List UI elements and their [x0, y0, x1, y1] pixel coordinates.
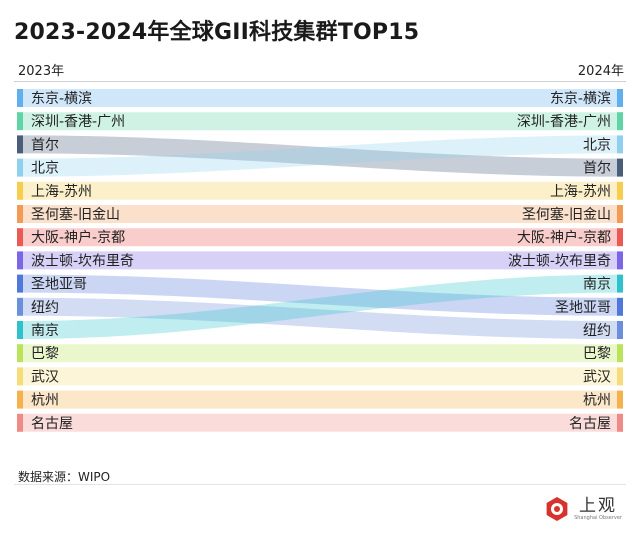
- label-2023-5: 圣何塞-旧金山: [31, 206, 120, 223]
- marker-2024-9: [617, 321, 623, 339]
- marker-2023-6: [17, 228, 23, 247]
- data-source: 数据来源：WIPO: [18, 470, 111, 484]
- label-2024-0: 东京-横滨: [550, 91, 611, 107]
- ribbon-11: [23, 344, 617, 363]
- marker-2024-13: [617, 390, 623, 409]
- label-2023-4: 上海-苏州: [31, 184, 92, 200]
- marker-2023-10: [17, 321, 23, 339]
- ribbon-14: [23, 413, 617, 432]
- marker-2024-2: [617, 158, 623, 177]
- ribbon-12: [23, 367, 617, 386]
- label-2024-11: 巴黎: [583, 346, 611, 362]
- marker-layer: [17, 89, 623, 432]
- ribbon-1: [23, 112, 617, 131]
- label-2024-4: 上海-苏州: [550, 184, 611, 200]
- label-2024-14: 名古屋: [569, 416, 611, 432]
- marker-2024-0: [617, 89, 623, 107]
- ribbon-3: [23, 135, 617, 177]
- marker-2023-12: [17, 367, 23, 386]
- label-2023-7: 波士顿-坎布里奇: [31, 252, 134, 269]
- marker-2024-12: [617, 367, 623, 386]
- label-2023-0: 东京-横滨: [31, 91, 92, 107]
- marker-2023-8: [17, 274, 23, 293]
- marker-2023-2: [17, 135, 23, 154]
- label-2023-8: 圣地亚哥: [31, 277, 87, 293]
- marker-2023-11: [17, 344, 23, 363]
- label-2024-8: 圣地亚哥: [555, 300, 611, 316]
- header-divider: [14, 81, 626, 82]
- publisher-logo: 上观 Shanghai Observer: [544, 496, 622, 522]
- marker-2024-5: [617, 205, 623, 223]
- label-2024-9: 纽约: [583, 323, 611, 339]
- marker-2024-10: [617, 274, 623, 293]
- label-2024-7: 波士顿-坎布里奇: [508, 252, 611, 269]
- right-year-label: 2024年: [577, 64, 624, 79]
- marker-2024-3: [617, 135, 623, 154]
- ribbon-13: [23, 390, 617, 409]
- label-2023-12: 武汉: [31, 369, 59, 385]
- marker-2024-1: [617, 112, 623, 131]
- label-2023-3: 北京: [31, 161, 59, 177]
- label-2024-10: 南京: [583, 277, 611, 293]
- marker-2023-3: [17, 158, 23, 177]
- logo-chinese-text: 上观: [579, 495, 618, 516]
- marker-2023-1: [17, 112, 23, 131]
- label-2024-1: 深圳-香港-广州: [517, 114, 611, 130]
- ribbon-5: [23, 205, 617, 223]
- ribbon-6: [23, 228, 617, 247]
- marker-2024-11: [617, 344, 623, 363]
- ribbon-8: [23, 274, 617, 316]
- footer-divider: [14, 484, 626, 485]
- marker-2023-5: [17, 205, 23, 223]
- label-2024-12: 武汉: [583, 369, 611, 385]
- ribbon-2: [23, 135, 617, 177]
- label-2024-3: 北京: [583, 137, 611, 153]
- label-2023-6: 大阪-神户-京都: [31, 229, 125, 246]
- ribbon-4: [23, 181, 617, 200]
- label-2024-13: 杭州: [583, 393, 611, 409]
- ribbon-9: [23, 297, 617, 339]
- marker-2024-8: [617, 297, 623, 316]
- label-2023-11: 巴黎: [31, 346, 59, 362]
- marker-2024-7: [617, 251, 623, 270]
- chart-title: 2023-2024年全球GII科技集群TOP15: [14, 20, 420, 45]
- marker-2024-6: [617, 228, 623, 247]
- marker-2023-13: [17, 390, 23, 409]
- label-2023-14: 名古屋: [31, 416, 73, 432]
- label-2023-13: 杭州: [31, 393, 59, 409]
- label-2024-2: 首尔: [583, 161, 611, 177]
- marker-2023-14: [17, 413, 23, 432]
- left-year-label: 2023年: [18, 64, 65, 79]
- label-2024-6: 大阪-神户-京都: [517, 229, 611, 246]
- logo-english-text: Shanghai Observer: [574, 514, 622, 521]
- label-2023-2: 首尔: [31, 137, 59, 153]
- marker-2023-9: [17, 297, 23, 316]
- label-2023-1: 深圳-香港-广州: [31, 114, 125, 130]
- ribbon-7: [23, 251, 617, 270]
- ribbon-layer: [23, 89, 617, 432]
- marker-2024-14: [617, 413, 623, 432]
- ribbon-10: [23, 274, 617, 339]
- shanghai-observer-logo-icon: [546, 497, 568, 521]
- label-2023-10: 南京: [31, 323, 59, 339]
- label-2023-9: 纽约: [31, 300, 59, 316]
- ribbon-0: [23, 89, 617, 107]
- marker-2023-7: [17, 251, 23, 270]
- label-2024-5: 圣何塞-旧金山: [522, 206, 611, 223]
- marker-2023-4: [17, 181, 23, 200]
- label-layer: 东京-横滨 东京-横滨深圳-香港-广州 深圳-香港-广州首尔首尔北京北京上海-苏州上…: [31, 91, 611, 432]
- marker-2023-0: [17, 89, 23, 107]
- marker-2024-4: [617, 181, 623, 200]
